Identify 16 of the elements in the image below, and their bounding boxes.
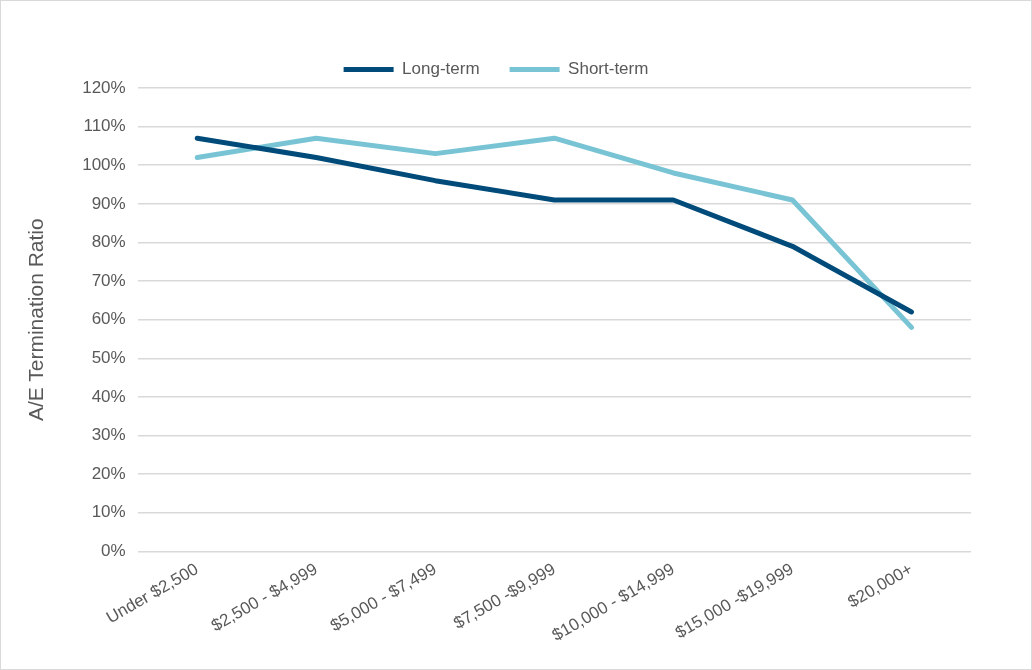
y-tick-label: 30% <box>91 425 126 445</box>
y-tick-label: 70% <box>91 270 126 290</box>
y-tick-label: 50% <box>91 347 126 367</box>
y-tick-label: 90% <box>91 193 126 213</box>
y-tick-label: 40% <box>91 386 126 406</box>
y-tick-label: 20% <box>91 463 126 483</box>
y-tick-label: 80% <box>91 232 126 252</box>
y-tick-label: 110% <box>83 116 126 136</box>
y-axis-title: A/E Termination Ratio <box>24 218 48 422</box>
y-tick-label: 0% <box>101 541 126 561</box>
legend-label: Short-term <box>568 59 649 79</box>
legend-label: Long-term <box>402 59 480 79</box>
y-tick-label: 60% <box>91 309 126 329</box>
y-tick-label: 100% <box>82 154 126 174</box>
y-tick-label: 10% <box>91 502 126 522</box>
y-tick-label: 120% <box>82 77 126 97</box>
